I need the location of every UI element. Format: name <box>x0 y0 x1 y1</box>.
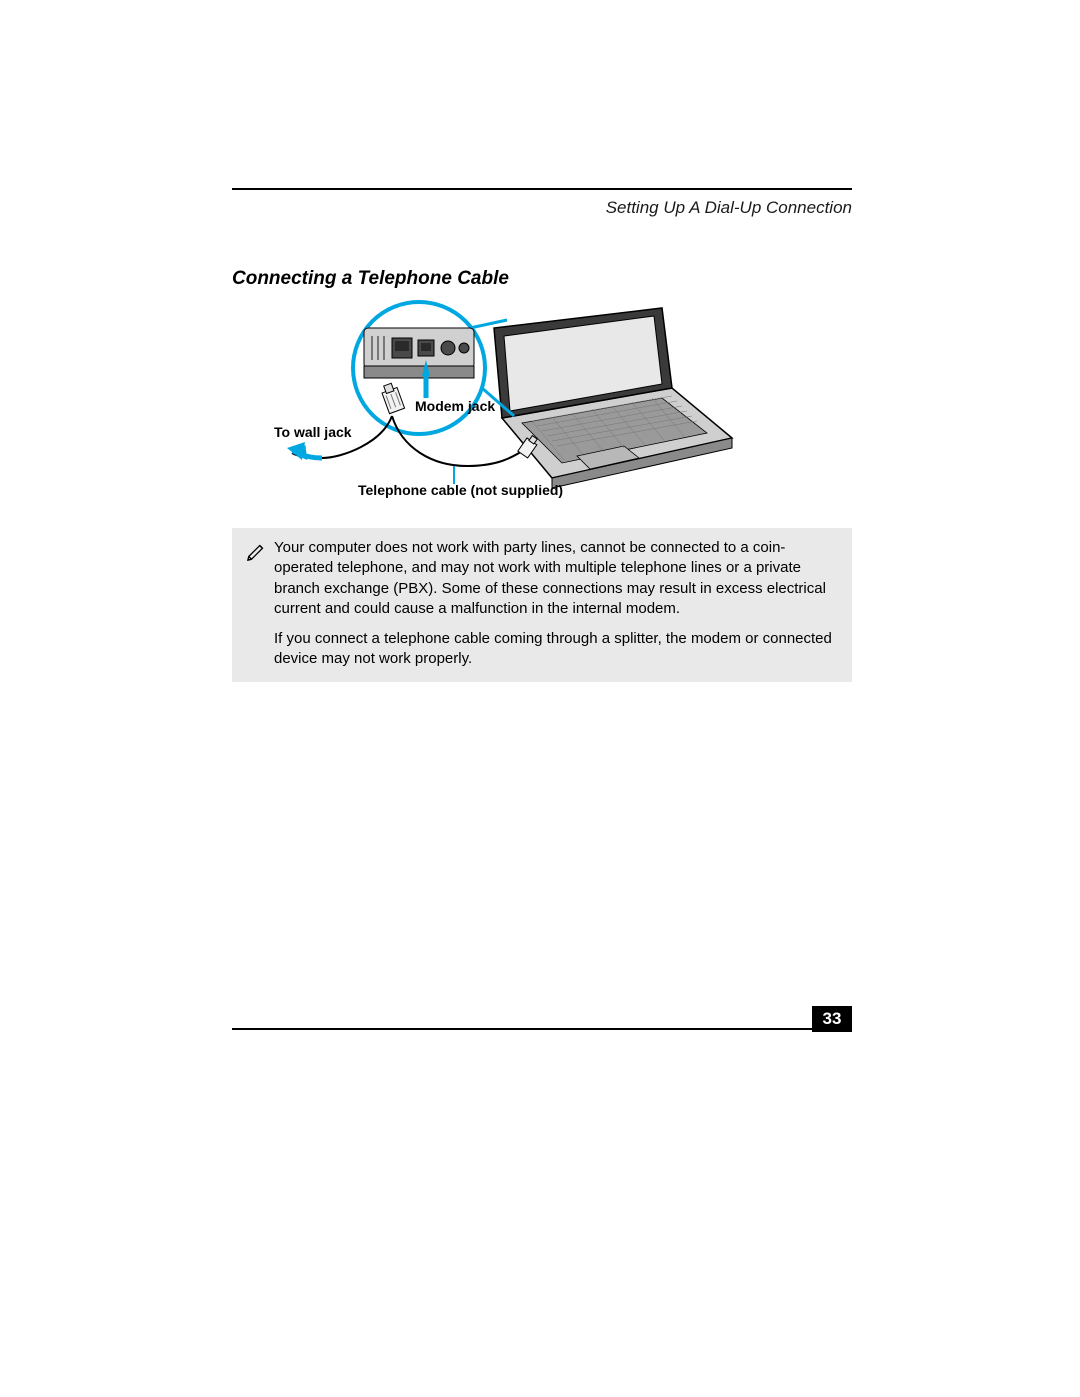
top-rule <box>232 188 852 190</box>
note-paragraph-2: If you connect a telephone cable coming … <box>274 629 838 670</box>
figure-label-cable-note: Telephone cable (not supplied) <box>358 482 563 498</box>
section-title: Connecting a Telephone Cable <box>232 268 509 290</box>
note-paragraph-1: Your computer does not work with party l… <box>274 538 838 619</box>
manual-page: Setting Up A Dial-Up Connection Connecti… <box>0 0 1080 1397</box>
figure-label-modem-jack: Modem jack <box>415 398 495 414</box>
running-header: Setting Up A Dial-Up Connection <box>606 198 852 218</box>
figure-label-wall-jack: To wall jack <box>274 424 352 440</box>
pencil-icon <box>246 540 268 568</box>
bottom-rule <box>232 1028 852 1030</box>
figure-telephone-cable: Modem jack To wall jack Telephone cable … <box>232 298 852 508</box>
note-box: Your computer does not work with party l… <box>232 528 852 682</box>
